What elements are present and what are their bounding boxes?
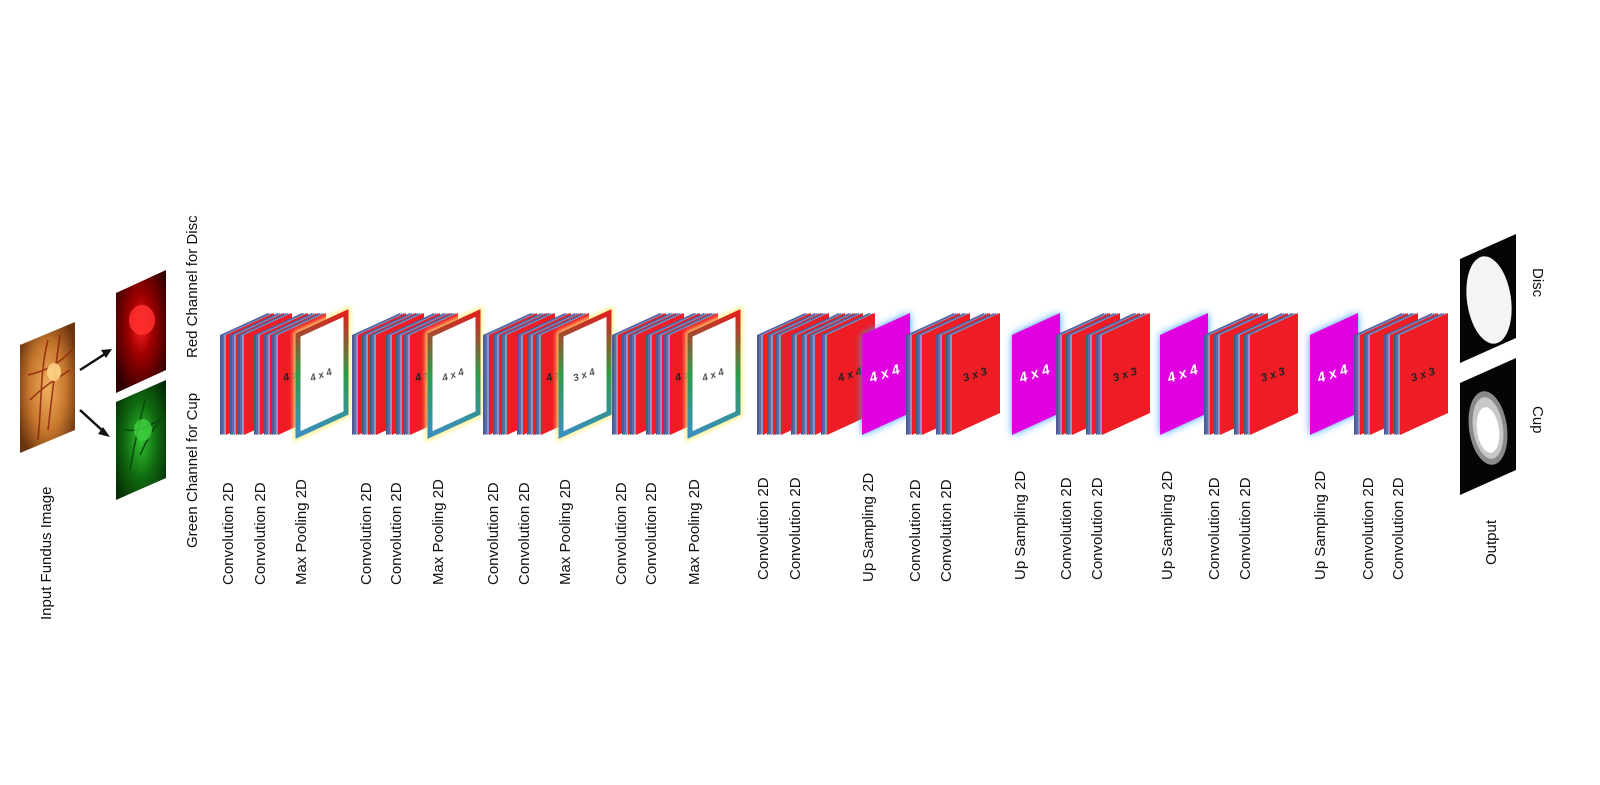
layer-label-max-pooling-2d: Max Pooling 2D [430,479,447,585]
layer-label-convolution-2d: Convolution 2D [252,482,269,585]
output-label: Output [1483,519,1500,565]
layer-label-up-sampling-2d: Up Sampling 2D [1159,470,1176,580]
layer-label-convolution-2d: Convolution 2D [755,477,772,580]
cup-label: Cup [1529,406,1546,434]
layer-label-convolution-2d: Convolution 2D [1390,477,1407,580]
disc-label: Disc [1529,268,1546,298]
split-arrows [79,349,112,437]
layer-label-max-pooling-2d: Max Pooling 2D [293,479,310,585]
green-channel-image [116,380,166,500]
green-channel-label: Green Channel for Cup [184,392,201,548]
layer-label-convolution-2d: Convolution 2D [938,479,955,582]
output-cup-image [1460,358,1516,495]
layer-label-convolution-2d: Convolution 2D [1237,477,1254,580]
layer-label-convolution-2d: Convolution 2D [1089,477,1106,580]
layer-label-convolution-2d: Convolution 2D [388,482,405,585]
layer-label-convolution-2d: Convolution 2D [613,482,630,585]
layer-label-convolution-2d: Convolution 2D [1360,477,1377,580]
input-label: Input Fundus Image [38,486,55,620]
layer-label-convolution-2d: Convolution 2D [907,479,924,582]
layer-label-up-sampling-2d: Up Sampling 2D [1012,470,1029,580]
layer-label-convolution-2d: Convolution 2D [358,482,375,585]
layer-label-max-pooling-2d: Max Pooling 2D [686,479,703,585]
layer-label-up-sampling-2d: Up Sampling 2D [860,472,877,582]
red-channel-image [116,270,166,393]
input-fundus-image [20,322,75,453]
stage-b: 4 x 4 [757,313,875,435]
output-disc-image [1460,234,1516,363]
layer-label-convolution-2d: Convolution 2D [220,482,237,585]
red-channel-label: Red Channel for Disc [184,215,201,358]
layer-label-convolution-2d: Convolution 2D [516,482,533,585]
layer-label-max-pooling-2d: Max Pooling 2D [557,479,574,585]
layer-label-convolution-2d: Convolution 2D [643,482,660,585]
layer-label-convolution-2d: Convolution 2D [1206,477,1223,580]
layer-label-up-sampling-2d: Up Sampling 2D [1312,470,1329,580]
layer-label-convolution-2d: Convolution 2D [787,477,804,580]
layer-label-convolution-2d: Convolution 2D [1058,477,1075,580]
layer-label-convolution-2d: Convolution 2D [485,482,502,585]
